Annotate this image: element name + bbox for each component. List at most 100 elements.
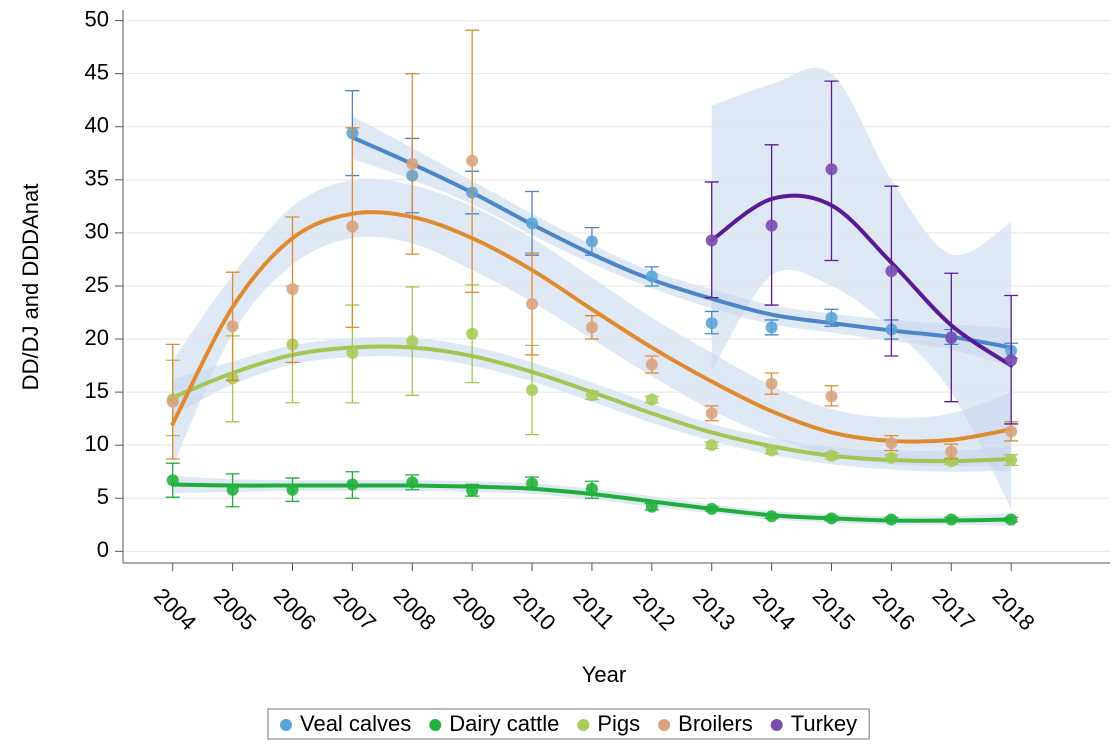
x-tick-label: 2015 bbox=[808, 583, 860, 635]
data-point bbox=[825, 512, 838, 525]
data-point bbox=[945, 445, 958, 458]
data-point bbox=[585, 482, 598, 495]
data-point bbox=[1005, 425, 1018, 438]
data-point bbox=[526, 383, 539, 396]
y-tick-label: 5 bbox=[97, 484, 109, 509]
data-point bbox=[166, 395, 179, 408]
legend-label: Dairy cattle bbox=[449, 711, 559, 736]
data-point bbox=[346, 346, 359, 359]
data-point bbox=[885, 437, 898, 450]
data-point bbox=[406, 476, 419, 489]
data-point bbox=[1005, 513, 1018, 526]
data-point bbox=[945, 513, 958, 526]
data-point bbox=[825, 390, 838, 403]
data-point bbox=[286, 483, 299, 496]
legend-swatch bbox=[429, 719, 442, 731]
data-point bbox=[645, 393, 658, 406]
legend: Veal calves Dairy cattle Pigs Broilers Turke… bbox=[267, 708, 870, 740]
data-point bbox=[585, 235, 598, 248]
data-point bbox=[585, 389, 598, 402]
data-point bbox=[466, 154, 479, 167]
data-point bbox=[885, 451, 898, 464]
legend-swatch bbox=[280, 719, 292, 731]
data-point bbox=[346, 478, 359, 491]
data-point bbox=[765, 321, 778, 334]
data-point bbox=[645, 270, 658, 283]
legend-swatch bbox=[770, 719, 783, 731]
x-tick-label: 2007 bbox=[329, 583, 381, 635]
data-point bbox=[406, 335, 419, 348]
data-point bbox=[765, 377, 778, 390]
x-tick-label: 2005 bbox=[209, 583, 261, 635]
fit-line bbox=[709, 193, 1014, 368]
data-point bbox=[765, 510, 778, 523]
x-tick-label: 2004 bbox=[149, 583, 201, 635]
bands bbox=[172, 67, 1012, 526]
x-tick-label: 2011 bbox=[568, 583, 619, 634]
data-point bbox=[705, 407, 718, 420]
data-point bbox=[526, 217, 539, 230]
data-point bbox=[166, 474, 179, 487]
y-tick-label: 45 bbox=[85, 59, 109, 84]
y-tick-label: 0 bbox=[97, 537, 109, 562]
y-tick-label: 35 bbox=[85, 166, 109, 191]
data-point bbox=[825, 163, 838, 176]
x-axis-title: Year bbox=[582, 662, 626, 687]
data-point bbox=[585, 321, 598, 334]
x-tick-label: 2016 bbox=[868, 583, 920, 635]
data-point bbox=[466, 327, 479, 340]
data-point bbox=[286, 283, 299, 296]
y-tick-label: 15 bbox=[85, 378, 109, 403]
legend-label: Broilers bbox=[678, 711, 753, 736]
data-point bbox=[705, 234, 718, 247]
data-point bbox=[1005, 454, 1018, 467]
confidence-band bbox=[711, 67, 1012, 509]
data-point bbox=[765, 219, 778, 232]
x-tick-label: 2014 bbox=[748, 583, 800, 635]
x-tick-label: 2012 bbox=[628, 583, 680, 635]
y-tick-label: 30 bbox=[85, 219, 109, 244]
data-point bbox=[645, 500, 658, 513]
y-tick-label: 10 bbox=[85, 431, 109, 456]
confidence-band bbox=[172, 475, 1012, 526]
data-point bbox=[466, 484, 479, 497]
legend-frame bbox=[267, 708, 870, 740]
data-point bbox=[945, 331, 958, 344]
data-point bbox=[226, 320, 239, 333]
grid bbox=[123, 20, 1110, 552]
data-point bbox=[885, 513, 898, 526]
legend-label: Veal calves bbox=[300, 711, 411, 736]
data-point bbox=[825, 449, 838, 462]
fit-line bbox=[170, 210, 1014, 444]
x-tick-label: 2017 bbox=[928, 583, 980, 635]
data-point bbox=[346, 220, 359, 233]
data-point bbox=[526, 298, 539, 311]
x-tick-label: 2018 bbox=[988, 583, 1040, 635]
legend-label: Turkey bbox=[791, 711, 857, 736]
x-tick-label: 2008 bbox=[389, 583, 441, 635]
data-point bbox=[705, 317, 718, 330]
legend-swatch bbox=[577, 719, 590, 731]
y-axis-title: DD/DJ and DDDAnat bbox=[18, 184, 43, 391]
y-tick-label: 25 bbox=[85, 272, 109, 297]
y-tick-label: 40 bbox=[85, 113, 109, 138]
data-point bbox=[705, 439, 718, 452]
data-point bbox=[526, 477, 539, 490]
data-point bbox=[406, 157, 419, 170]
data-point bbox=[226, 483, 239, 496]
y-tick-label: 50 bbox=[85, 6, 109, 31]
data-point bbox=[1005, 354, 1018, 367]
data-point bbox=[825, 311, 838, 324]
data-point bbox=[885, 265, 898, 278]
marks bbox=[165, 29, 1019, 526]
data-point bbox=[705, 502, 718, 515]
data-point bbox=[765, 444, 778, 457]
legend-swatch bbox=[658, 719, 671, 731]
data-point bbox=[645, 358, 658, 371]
data-point bbox=[945, 455, 958, 468]
legend-label: Pigs bbox=[597, 711, 640, 736]
x-tick-label: 2006 bbox=[269, 583, 321, 635]
x-tick-label: 2009 bbox=[449, 583, 501, 635]
x-tick-label: 2013 bbox=[688, 583, 740, 635]
